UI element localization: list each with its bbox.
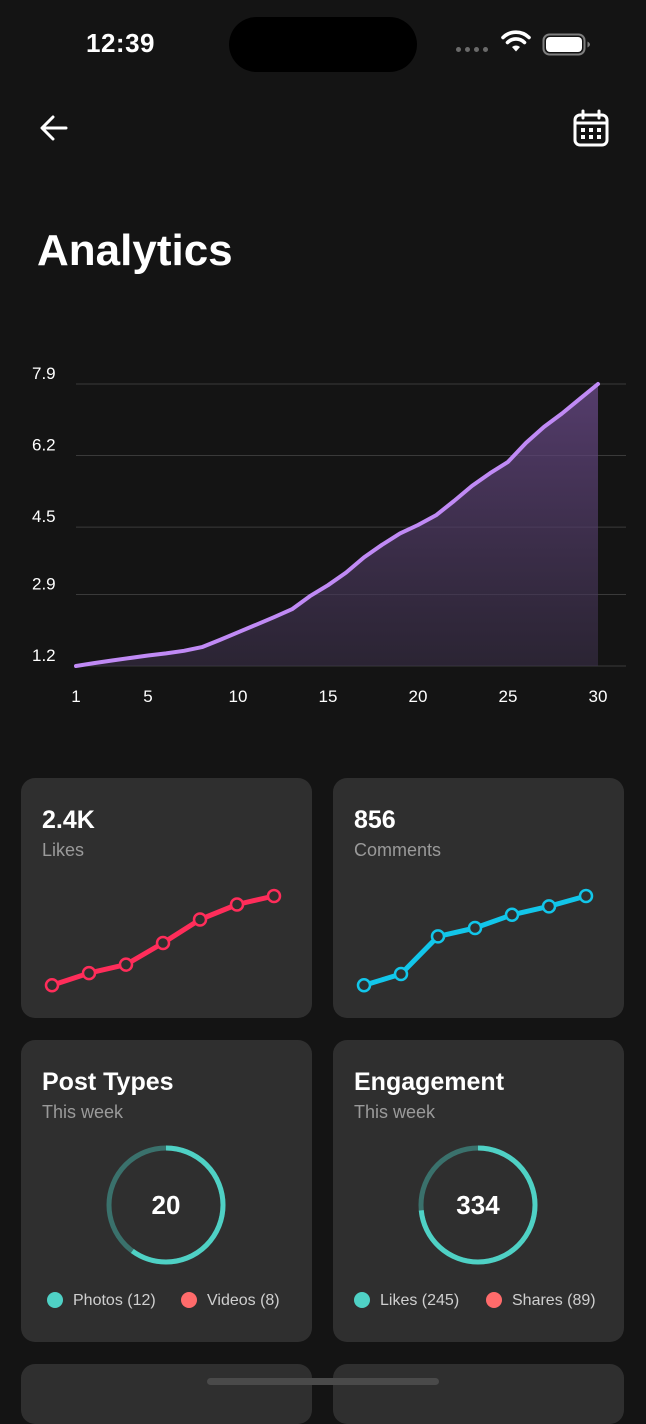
sparkline-point (229, 897, 245, 912)
page-title: Analytics (37, 226, 233, 275)
x-tick-label: 10 (229, 687, 248, 706)
y-tick-label: 4.5 (32, 507, 56, 526)
sparkline-point (155, 935, 171, 951)
comments-value: 856 (354, 806, 396, 834)
engagement-card[interactable]: Engagement This week 334 Likes (245) Sha… (333, 1040, 624, 1342)
dynamic-island (229, 17, 417, 72)
engagement-subtitle: This week (354, 1102, 436, 1122)
status-time: 12:39 (86, 28, 155, 58)
legend-videos: Videos (8) (181, 1292, 280, 1312)
x-tick-label: 30 (589, 687, 608, 706)
x-tick-label: 25 (499, 687, 518, 706)
post-types-subtitle: This week (42, 1102, 124, 1122)
comments-label: Comments (354, 840, 442, 860)
likes-card[interactable]: 2.4K Likes (21, 778, 312, 1018)
next-card-right[interactable] (333, 1364, 624, 1424)
likes-sparkline (44, 888, 282, 993)
legend-likes: Likes (245) (354, 1292, 459, 1312)
comments-sparkline (356, 888, 594, 993)
y-tick-label: 6.2 (32, 436, 56, 455)
donut-progress (418, 1145, 538, 1265)
post-types-total: 20 (151, 1190, 181, 1220)
legend-photos-dot (47, 1292, 63, 1308)
sparkline-point (192, 912, 208, 927)
legend-photos-label: Photos (12) (73, 1292, 156, 1309)
engagement-title: Engagement (354, 1068, 505, 1096)
y-tick-label: 7.9 (32, 364, 56, 383)
sparkline-point (393, 966, 409, 982)
analytics-area-chart: 1.22.94.56.27.91 5 10 15 20 25 30 (32, 364, 626, 706)
back-button[interactable] (36, 110, 72, 146)
post-types-card[interactable]: Post Types This week 20 Photos (12) Vide… (21, 1040, 312, 1342)
status-bar: 12:39 (0, 0, 646, 90)
legend-likes-dot (354, 1292, 370, 1308)
engagement-total: 334 (456, 1190, 500, 1220)
comments-card[interactable]: 856 Comments (333, 778, 624, 1018)
sparkline-point (504, 907, 520, 923)
legend-videos-label: Videos (8) (207, 1292, 280, 1309)
legend-shares-label: Shares (89) (512, 1292, 596, 1309)
x-tick-label: 20 (409, 687, 428, 706)
legend-shares: Shares (89) (486, 1292, 596, 1312)
area-fill (76, 384, 598, 666)
battery-icon (542, 33, 590, 56)
x-tick-label: 5 (143, 687, 152, 706)
sparkline-point (430, 929, 446, 944)
y-tick-label: 2.9 (32, 574, 56, 593)
calendar-button[interactable] (572, 108, 610, 148)
next-card-left[interactable] (21, 1364, 312, 1424)
likes-value: 2.4K (42, 806, 95, 834)
sparkline-point (356, 978, 372, 993)
status-icons (456, 30, 596, 58)
legend-videos-dot (181, 1292, 197, 1308)
sparkline-point (541, 899, 557, 914)
calendar-icon (573, 109, 609, 147)
x-tick-label: 1 (71, 687, 80, 706)
x-tick-label: 15 (319, 687, 338, 706)
sparkline-point (578, 888, 594, 904)
post-types-title: Post Types (42, 1068, 174, 1096)
donut-progress (106, 1145, 226, 1265)
series-line (74, 382, 600, 668)
wifi-icon (501, 30, 531, 52)
sparkline-point (118, 957, 134, 972)
sparkline-point (44, 978, 60, 993)
legend-likes-label: Likes (245) (380, 1292, 460, 1309)
arrow-left-icon (40, 115, 68, 141)
sparkline-point (81, 965, 97, 981)
sparkline-point (467, 920, 483, 936)
legend-shares-dot (486, 1292, 502, 1308)
y-tick-label: 1.2 (32, 646, 56, 665)
likes-label: Likes (42, 840, 85, 860)
cellular-signal-icon (456, 47, 492, 53)
sparkline-point (266, 888, 282, 904)
post-types-donut: 20 (105, 1144, 227, 1266)
legend-photos: Photos (12) (47, 1292, 156, 1312)
engagement-donut: 334 (417, 1144, 539, 1266)
home-indicator[interactable] (207, 1378, 439, 1385)
